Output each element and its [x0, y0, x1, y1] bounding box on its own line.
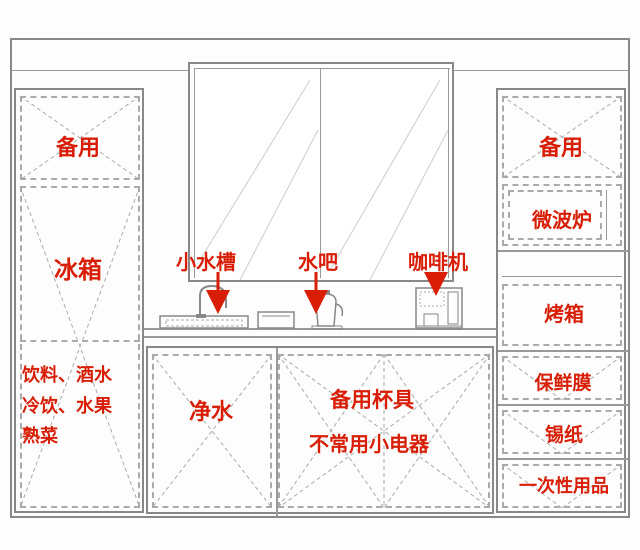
label-left-top: 备用 — [28, 130, 128, 162]
base-left-door — [152, 354, 272, 508]
label-purifier: 净水 — [176, 394, 246, 426]
counter-top-line — [144, 328, 496, 330]
label-bar-callout: 水吧 — [288, 246, 348, 275]
label-appliance: 不常用小电器 — [284, 428, 454, 457]
label-cold: 冷饮、水果 — [22, 396, 112, 416]
label-foil: 锡纸 — [524, 420, 604, 447]
left-bottom-door — [20, 186, 140, 508]
label-drinks: 饮料、酒水 — [22, 365, 112, 385]
label-cups: 备用杯具 — [312, 384, 432, 414]
label-sink-callout: 小水槽 — [166, 246, 246, 275]
counter-top-line2 — [144, 336, 496, 338]
label-right-top: 备用 — [516, 130, 606, 162]
label-left-bottom: 饮料、酒水 冷饮、水果 熟菜 — [22, 360, 140, 452]
shelf-1 — [498, 250, 628, 252]
label-fridge: 冰箱 — [28, 250, 128, 285]
label-coffee-callout: 咖啡机 — [398, 246, 478, 275]
label-disposable: 一次性用品 — [504, 472, 624, 498]
label-microwave: 微波炉 — [512, 204, 612, 233]
left-divider — [20, 340, 140, 342]
label-oven: 烤箱 — [524, 298, 604, 327]
label-wrap: 保鲜膜 — [516, 368, 610, 395]
label-cooked: 熟菜 — [22, 426, 58, 446]
kitchen-layout-diagram: 备用 冰箱 饮料、酒水 冷饮、水果 熟菜 — [0, 0, 640, 550]
